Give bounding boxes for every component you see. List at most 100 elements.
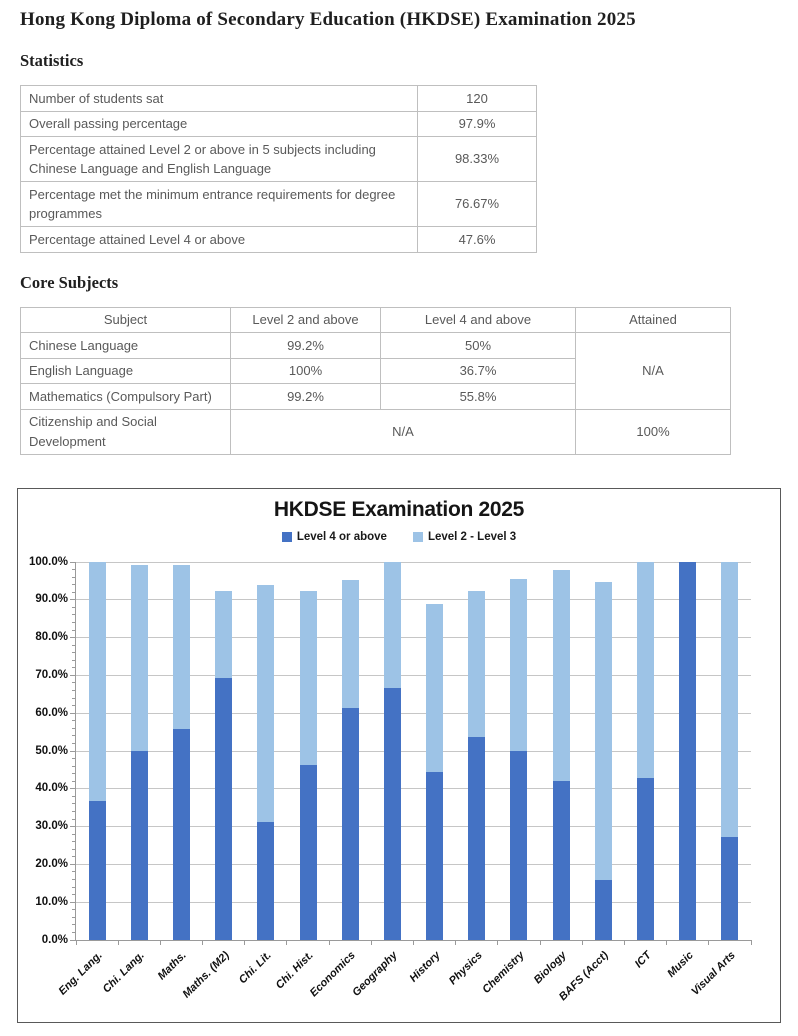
gridline — [76, 750, 751, 752]
statistics-table: Number of students sat 120 Overall passi… — [20, 85, 537, 253]
y-axis-line — [75, 562, 76, 941]
y-axis-tick — [72, 916, 75, 918]
bar-segment-level2-level3 — [426, 603, 444, 773]
bar-segment-level4-or-above — [215, 678, 233, 940]
x-axis-tick — [202, 941, 204, 945]
bar-segment-level2-level3 — [383, 562, 401, 688]
bar-segment-level4-or-above — [679, 562, 697, 940]
column-header-level2: Level 2 and above — [230, 306, 381, 333]
table-header-row: Subject Level 2 and above Level 4 and ab… — [20, 306, 731, 333]
bar-segment-level2-level3 — [172, 565, 190, 730]
y-axis-label: 0.0% — [41, 933, 68, 946]
x-axis-tick — [117, 941, 119, 945]
stacked-bar — [299, 591, 317, 940]
x-axis-tick — [708, 941, 710, 945]
y-axis-tick — [70, 599, 75, 601]
y-axis-tick — [72, 841, 75, 843]
bar-segment-level2-level3 — [468, 591, 486, 737]
stacked-bar — [721, 562, 739, 940]
x-axis-category-label: Chi. Lang. — [100, 949, 148, 996]
y-axis-label: 40.0% — [35, 782, 68, 795]
csd-attained-value: 100% — [575, 408, 731, 455]
legend-swatch-level2 — [412, 532, 423, 542]
core-subjects-table: Subject Level 2 and above Level 4 and ab… — [20, 306, 731, 455]
gridline — [76, 788, 751, 790]
bar-segment-level4-or-above — [594, 880, 612, 940]
y-axis-tick — [72, 690, 75, 692]
y-axis-tick — [72, 856, 75, 858]
bar-segment-level2-level3 — [88, 562, 106, 802]
stacked-bar — [130, 565, 148, 940]
x-axis-tick — [370, 941, 372, 945]
stat-label: Percentage attained Level 4 or above — [20, 226, 418, 253]
x-axis-tick — [286, 941, 288, 945]
y-axis-tick — [72, 742, 75, 744]
csd-merged-cell: N/A — [230, 408, 576, 455]
stacked-bar — [172, 565, 190, 940]
bar-segment-level4-or-above — [383, 687, 401, 940]
stacked-bar — [637, 562, 655, 940]
stacked-bar — [341, 580, 359, 940]
stacked-bar — [257, 585, 275, 940]
y-axis-tick — [70, 712, 75, 714]
y-axis-tick — [72, 818, 75, 820]
y-axis-label: 80.0% — [35, 631, 68, 644]
y-axis-tick — [72, 569, 75, 571]
stat-value: 47.6% — [417, 226, 537, 253]
bar-segment-level2-level3 — [510, 579, 528, 751]
y-axis-label: 20.0% — [35, 857, 68, 870]
table-row: Chinese Language 99.2% 50% N/A — [20, 332, 731, 410]
x-axis-category-label: Biology — [531, 949, 569, 987]
stat-label: Overall passing percentage — [20, 110, 418, 137]
bar-segment-level2-level3 — [341, 580, 359, 708]
chart-container: HKDSE Examination 2025 Level 4 or above … — [17, 488, 781, 1023]
bar-segment-level2-level3 — [594, 582, 612, 881]
subject-name: Chinese Language — [20, 332, 231, 359]
table-row: Overall passing percentage 97.9% — [20, 110, 537, 137]
bar-segment-level2-level3 — [552, 569, 570, 781]
y-axis-tick — [72, 720, 75, 722]
bar-segment-level4-or-above — [721, 836, 739, 940]
attained-merged-cell: N/A — [575, 332, 731, 410]
bar-segment-level4-or-above — [341, 707, 359, 940]
column-header-subject: Subject — [20, 306, 231, 333]
x-axis-tick — [666, 941, 668, 945]
core-subjects-heading: Core Subjects — [20, 272, 119, 292]
y-axis-tick — [72, 780, 75, 782]
y-axis-tick — [72, 848, 75, 850]
x-axis-category-label: History — [407, 949, 443, 985]
subject-name: English Language — [20, 357, 231, 384]
y-axis-tick — [72, 886, 75, 888]
bar-segment-level4-or-above — [510, 751, 528, 940]
x-axis-tick — [159, 941, 161, 945]
x-axis-category-label: Geography — [350, 949, 401, 999]
y-axis-tick — [72, 765, 75, 767]
y-axis-tick — [72, 606, 75, 608]
y-axis-tick — [72, 727, 75, 729]
x-axis-category-label: Maths. (M2) — [180, 949, 232, 1001]
chart-plot-area: 0.0% 10.0% 20.0% 30.0% 40.0% 50.0% 60.0% 70.0% 8… — [29, 556, 752, 1003]
bar-segment-level4-or-above — [172, 729, 190, 940]
y-axis-tick — [70, 939, 75, 941]
y-axis-tick — [70, 863, 75, 865]
legend-label: Level 4 or above — [296, 531, 387, 543]
x-axis-category-label: Economics — [308, 949, 358, 1000]
gridline — [76, 712, 751, 714]
x-axis-category-label: Chi. Lit. — [236, 949, 274, 987]
y-axis-tick — [70, 674, 75, 676]
y-axis-tick — [72, 795, 75, 797]
subject-name: Mathematics (Compulsory Part) — [20, 383, 231, 410]
y-axis-tick — [72, 614, 75, 616]
y-axis-tick — [72, 894, 75, 896]
stacked-bar — [88, 562, 106, 940]
gridline — [76, 561, 751, 563]
x-axis-line — [75, 940, 752, 941]
y-axis-tick — [72, 871, 75, 873]
stacked-bar — [468, 591, 486, 940]
x-axis-tick — [750, 941, 752, 945]
table-row: Number of students sat 120 — [20, 85, 537, 112]
x-axis-category-label: ICT — [632, 949, 654, 971]
y-axis-tick — [72, 803, 75, 805]
y-axis-tick — [72, 931, 75, 933]
y-axis-tick — [72, 773, 75, 775]
